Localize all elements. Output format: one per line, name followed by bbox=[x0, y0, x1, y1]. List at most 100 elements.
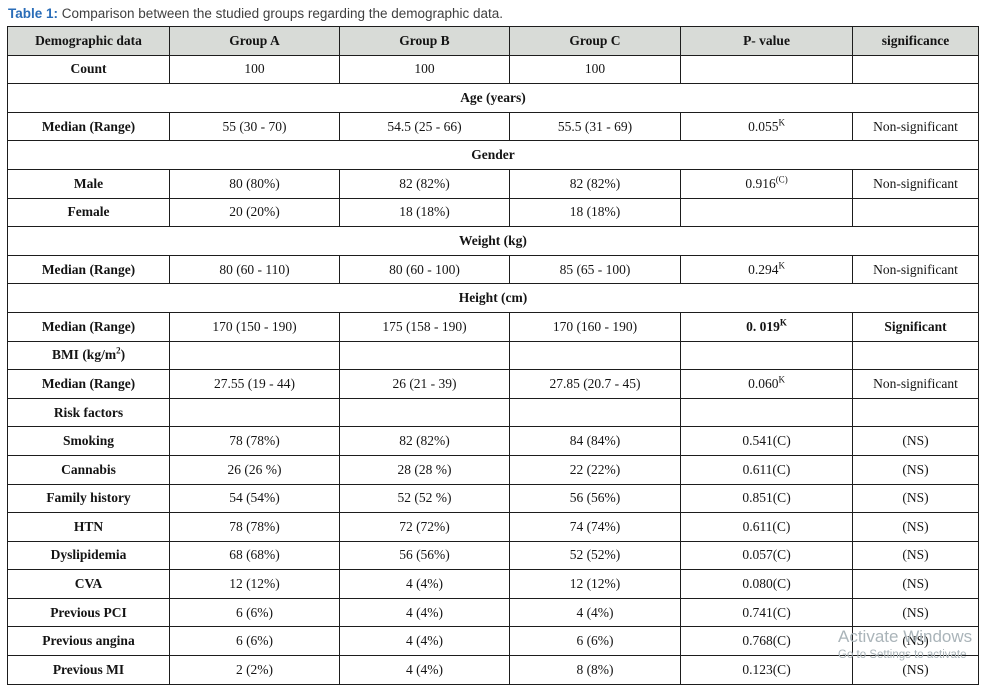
table-cell: 0.123(C) bbox=[680, 655, 853, 685]
section-row: Weight (kg) bbox=[7, 226, 979, 256]
table-cell: Non-significant bbox=[852, 254, 979, 285]
column-header-2: Group B bbox=[339, 26, 510, 56]
table-cell: 0.060K bbox=[680, 369, 853, 399]
section-row: Gender bbox=[7, 140, 979, 170]
section-label: Weight (kg) bbox=[7, 226, 979, 256]
table-cell: 100 bbox=[169, 54, 340, 85]
table-cell bbox=[680, 197, 853, 228]
table-cell: 0.057(C) bbox=[680, 540, 853, 571]
column-header-3: Group C bbox=[509, 26, 681, 56]
table-cell: 0.916(C) bbox=[680, 168, 853, 199]
table-cell: Significant bbox=[852, 311, 979, 342]
table-row: Median (Range) 170 (150 - 190) 175 (158 - … bbox=[7, 311, 979, 342]
table-cell: 2 (2%) bbox=[169, 655, 340, 685]
table-header-row: Demographic data Group A Group B Group C P- … bbox=[7, 26, 979, 56]
table-cell: 52 (52 %) bbox=[339, 483, 510, 514]
table-cell bbox=[509, 340, 681, 371]
table-cell: 0. 019K bbox=[680, 311, 853, 342]
table-cell: Risk factors bbox=[7, 397, 170, 428]
table-row: Cannabis 26 (26 %) 28 (28 %) 22 (22%) 0.611(… bbox=[7, 454, 979, 485]
table-cell bbox=[852, 397, 979, 428]
table-cell: 12 (12%) bbox=[169, 569, 340, 599]
table-cell: (NS) bbox=[852, 540, 979, 571]
table-cell: 82 (82%) bbox=[339, 168, 510, 199]
table-cell: 80 (60 - 110) bbox=[169, 254, 340, 285]
table-cell: 100 bbox=[509, 54, 681, 85]
table-cell: 54 (54%) bbox=[169, 483, 340, 514]
table-cell: 84 (84%) bbox=[509, 426, 681, 456]
table-cell: 4 (4%) bbox=[339, 655, 510, 685]
table-cell: Cannabis bbox=[7, 454, 170, 485]
table-cell: 175 (158 - 190) bbox=[339, 311, 510, 342]
table-row: Previous PCI 6 (6%) 4 (4%) 4 (4%) 0.741(C) (N… bbox=[7, 597, 979, 628]
table-cell: 27.55 (19 - 44) bbox=[169, 369, 340, 399]
table-row: CVA 12 (12%) 4 (4%) 12 (12%) 0.080(C) (NS) bbox=[7, 569, 979, 599]
table-cell: Family history bbox=[7, 483, 170, 514]
table-cell: 4 (4%) bbox=[339, 569, 510, 599]
column-header-0: Demographic data bbox=[7, 26, 170, 56]
table-cell: 100 bbox=[339, 54, 510, 85]
table-cell: 0.741(C) bbox=[680, 597, 853, 628]
table-cell: 72 (72%) bbox=[339, 512, 510, 542]
table-cell: 170 (160 - 190) bbox=[509, 311, 681, 342]
table-cell: 4 (4%) bbox=[339, 597, 510, 628]
table-row: Female 20 (20%) 18 (18%) 18 (18%) bbox=[7, 197, 979, 228]
table-row: Risk factors bbox=[7, 397, 979, 428]
table-cell: 55 (30 - 70) bbox=[169, 111, 340, 142]
table-cell: (NS) bbox=[852, 512, 979, 542]
table-row: Count 100 100 100 bbox=[7, 54, 979, 85]
table-cell: Previous angina bbox=[7, 626, 170, 657]
table-cell: 78 (78%) bbox=[169, 512, 340, 542]
table-cell: 4 (4%) bbox=[339, 626, 510, 657]
table-cell bbox=[339, 397, 510, 428]
table-cell: Previous PCI bbox=[7, 597, 170, 628]
table-row: Median (Range) 80 (60 - 110) 80 (60 - 100)… bbox=[7, 254, 979, 285]
table-cell: Non-significant bbox=[852, 111, 979, 142]
table-row: Family history 54 (54%) 52 (52 %) 56 (56%) 0… bbox=[7, 483, 979, 514]
table-cell: 4 (4%) bbox=[509, 597, 681, 628]
table-cell: 80 (80%) bbox=[169, 168, 340, 199]
table-cell bbox=[852, 54, 979, 85]
table-row: Median (Range) 27.55 (19 - 44) 26 (21 - 39… bbox=[7, 369, 979, 399]
table-cell bbox=[680, 340, 853, 371]
table-cell: (NS) bbox=[852, 454, 979, 485]
table-row: Median (Range) 55 (30 - 70) 54.5 (25 - 66)… bbox=[7, 111, 979, 142]
table-cell bbox=[339, 340, 510, 371]
table-row: Previous angina 6 (6%) 4 (4%) 6 (6%) 0.768(C… bbox=[7, 626, 979, 657]
table-cell: 18 (18%) bbox=[509, 197, 681, 228]
table-cell: 82 (82%) bbox=[339, 426, 510, 456]
table-cell: Smoking bbox=[7, 426, 170, 456]
section-label: Gender bbox=[7, 140, 979, 170]
table-cell: 20 (20%) bbox=[169, 197, 340, 228]
table-cell: 56 (56%) bbox=[339, 540, 510, 571]
table-cell: 12 (12%) bbox=[509, 569, 681, 599]
table-cell: CVA bbox=[7, 569, 170, 599]
table-cell: 0.080(C) bbox=[680, 569, 853, 599]
table-row: BMI (kg/m2) bbox=[7, 340, 979, 371]
table-cell: 6 (6%) bbox=[169, 626, 340, 657]
table-cell: Median (Range) bbox=[7, 111, 170, 142]
table-cell: 85 (65 - 100) bbox=[509, 254, 681, 285]
table-cell bbox=[680, 54, 853, 85]
table-cell: 54.5 (25 - 66) bbox=[339, 111, 510, 142]
table-cell bbox=[169, 340, 340, 371]
table-cell: 0.768(C) bbox=[680, 626, 853, 657]
section-row: Age (years) bbox=[7, 83, 979, 113]
table-cell: (NS) bbox=[852, 426, 979, 456]
table-cell: 0.541(C) bbox=[680, 426, 853, 456]
table-cell: 170 (150 - 190) bbox=[169, 311, 340, 342]
table-cell: 0.294K bbox=[680, 254, 853, 285]
table-cell: 0.055K bbox=[680, 111, 853, 142]
table-cell: 6 (6%) bbox=[169, 597, 340, 628]
table-cell: Median (Range) bbox=[7, 369, 170, 399]
column-header-1: Group A bbox=[169, 26, 340, 56]
table-row: Previous MI 2 (2%) 4 (4%) 8 (8%) 0.123(C) (NS… bbox=[7, 655, 979, 685]
table-cell: Median (Range) bbox=[7, 311, 170, 342]
table-cell: 8 (8%) bbox=[509, 655, 681, 685]
table-cell: Non-significant bbox=[852, 369, 979, 399]
section-row: Height (cm) bbox=[7, 283, 979, 313]
table-cell: 0.851(C) bbox=[680, 483, 853, 514]
table-cell: 27.85 (20.7 - 45) bbox=[509, 369, 681, 399]
table-cell: 22 (22%) bbox=[509, 454, 681, 485]
table-cell: 68 (68%) bbox=[169, 540, 340, 571]
